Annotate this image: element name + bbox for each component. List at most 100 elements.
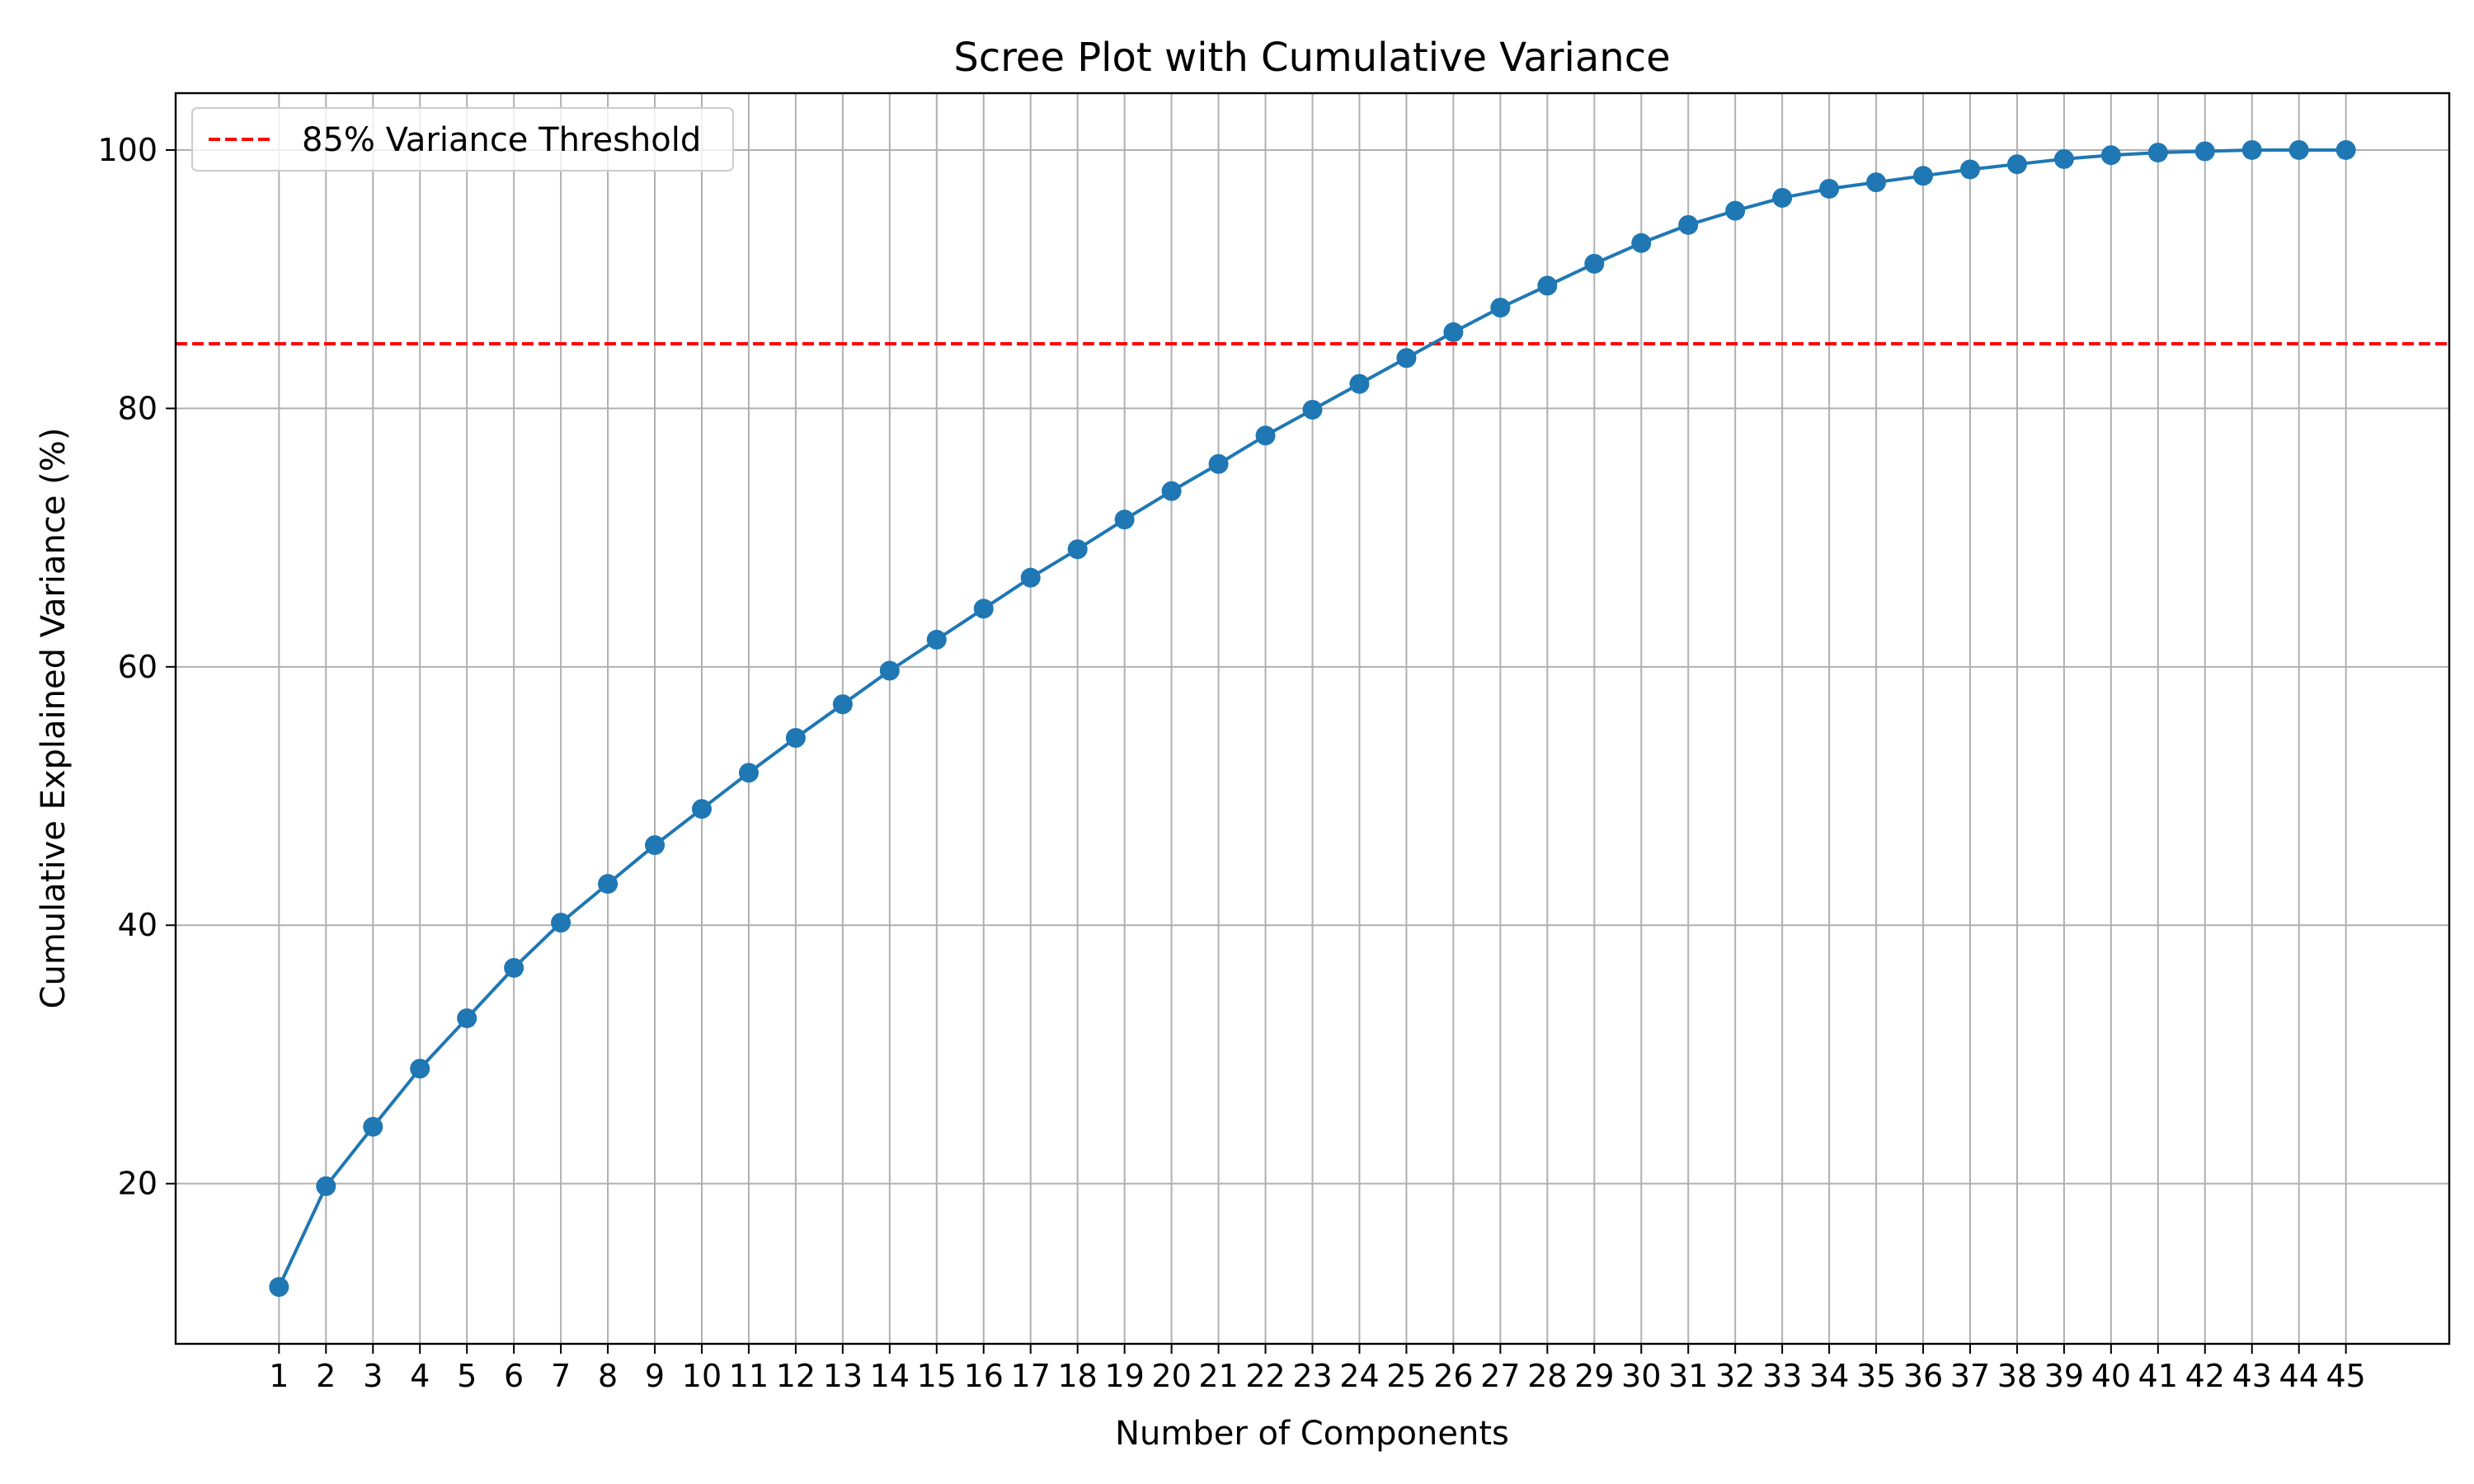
data-point bbox=[1913, 166, 1934, 186]
data-point bbox=[1443, 322, 1464, 342]
data-point bbox=[2335, 139, 2356, 160]
x-tick-label: 18 bbox=[1058, 1358, 1098, 1394]
y-axis-label: Cumulative Explained Variance (%) bbox=[35, 428, 73, 1009]
x-tick-label: 34 bbox=[1809, 1358, 1849, 1394]
data-point bbox=[1584, 253, 1605, 274]
data-point bbox=[926, 629, 947, 650]
x-tick-label: 24 bbox=[1339, 1358, 1379, 1394]
data-point bbox=[457, 1008, 477, 1029]
data-point bbox=[1020, 567, 1041, 588]
x-tick-label: 22 bbox=[1245, 1358, 1285, 1394]
x-tick-label: 21 bbox=[1198, 1358, 1238, 1394]
x-tick-label: 8 bbox=[598, 1358, 618, 1394]
x-tick-label: 19 bbox=[1104, 1358, 1144, 1394]
data-point bbox=[2100, 145, 2121, 166]
legend-threshold-label: 85% Variance Threshold bbox=[302, 121, 701, 159]
y-axis-ticks: 20 40 60 80 100 bbox=[97, 132, 176, 1202]
x-tick-label: 16 bbox=[964, 1358, 1004, 1394]
data-point bbox=[2147, 143, 2168, 163]
data-point bbox=[1678, 214, 1699, 235]
x-tick-label: 5 bbox=[457, 1358, 477, 1394]
x-axis-ticks: 1 2 3 4 5 6 7 8 9 10 11 12 13 14 15 16 17 18 19 20 21 22 23 24 2… bbox=[269, 1344, 2366, 1394]
legend: 85% Variance Threshold bbox=[191, 107, 734, 171]
data-point bbox=[1490, 298, 1511, 318]
x-tick-label: 12 bbox=[776, 1358, 816, 1394]
data-point bbox=[598, 874, 618, 895]
data-point bbox=[363, 1116, 383, 1137]
x-tick-label: 3 bbox=[363, 1358, 383, 1394]
x-tick-label: 10 bbox=[682, 1358, 722, 1394]
x-tick-label: 29 bbox=[1574, 1358, 1614, 1394]
x-axis-label: Number of Components bbox=[1115, 1415, 1509, 1453]
data-point bbox=[879, 660, 900, 681]
y-tick-label: 80 bbox=[118, 390, 158, 426]
x-tick-label: 39 bbox=[2044, 1358, 2084, 1394]
x-tick-label: 32 bbox=[1715, 1358, 1755, 1394]
x-tick-label: 20 bbox=[1151, 1358, 1191, 1394]
data-point bbox=[410, 1059, 430, 1079]
x-tick-label: 27 bbox=[1480, 1358, 1520, 1394]
data-point bbox=[785, 728, 806, 749]
data-point bbox=[1396, 348, 1417, 369]
data-point bbox=[738, 763, 759, 783]
y-tick-label: 60 bbox=[118, 649, 158, 685]
chart-title: Scree Plot with Cumulative Variance bbox=[953, 35, 1670, 81]
y-tick-label: 40 bbox=[118, 907, 158, 943]
data-point bbox=[645, 835, 666, 856]
x-tick-label: 36 bbox=[1903, 1358, 1943, 1394]
data-point bbox=[832, 694, 853, 715]
x-tick-label: 23 bbox=[1292, 1358, 1332, 1394]
x-tick-label: 35 bbox=[1856, 1358, 1896, 1394]
y-tick-label: 20 bbox=[118, 1166, 158, 1202]
x-tick-label: 28 bbox=[1527, 1358, 1567, 1394]
x-tick-label: 42 bbox=[2185, 1358, 2225, 1394]
data-point bbox=[1208, 453, 1229, 474]
data-point bbox=[2006, 154, 2027, 175]
data-point bbox=[1114, 510, 1135, 530]
data-point bbox=[1772, 187, 1793, 208]
data-point bbox=[269, 1277, 289, 1298]
x-tick-label: 38 bbox=[1997, 1358, 2037, 1394]
x-tick-label: 11 bbox=[729, 1358, 769, 1394]
x-tick-label: 14 bbox=[870, 1358, 910, 1394]
x-tick-label: 17 bbox=[1011, 1358, 1051, 1394]
x-tick-label: 45 bbox=[2326, 1358, 2366, 1394]
x-tick-label: 4 bbox=[410, 1358, 430, 1394]
data-point bbox=[2288, 139, 2309, 160]
data-point bbox=[691, 799, 712, 819]
x-tick-label: 43 bbox=[2232, 1358, 2272, 1394]
legend-box bbox=[191, 107, 734, 171]
x-tick-label: 7 bbox=[551, 1358, 571, 1394]
x-tick-label: 41 bbox=[2138, 1358, 2178, 1394]
data-point bbox=[2194, 141, 2215, 162]
data-point bbox=[1255, 425, 1276, 446]
x-tick-label: 1 bbox=[269, 1358, 289, 1394]
data-point bbox=[1302, 399, 1323, 420]
series-layer bbox=[269, 139, 2356, 1298]
data-point bbox=[2053, 148, 2074, 169]
x-tick-label: 40 bbox=[2091, 1358, 2131, 1394]
grid-lines bbox=[176, 93, 2449, 1344]
x-tick-label: 15 bbox=[917, 1358, 957, 1394]
data-point bbox=[551, 913, 571, 933]
data-point bbox=[1067, 539, 1088, 560]
x-tick-label: 6 bbox=[504, 1358, 524, 1394]
y-tick-label: 100 bbox=[97, 132, 158, 168]
data-point bbox=[1349, 373, 1370, 394]
data-point bbox=[1631, 232, 1652, 253]
data-point bbox=[1819, 178, 1840, 199]
x-tick-label: 25 bbox=[1386, 1358, 1426, 1394]
x-tick-label: 26 bbox=[1433, 1358, 1473, 1394]
data-point bbox=[1866, 172, 1887, 193]
x-tick-label: 13 bbox=[823, 1358, 863, 1394]
data-point bbox=[1959, 159, 1980, 180]
data-point bbox=[973, 599, 994, 619]
x-tick-label: 9 bbox=[645, 1358, 665, 1394]
data-point bbox=[316, 1176, 336, 1196]
x-tick-label: 44 bbox=[2279, 1358, 2319, 1394]
x-tick-label: 30 bbox=[1621, 1358, 1661, 1394]
x-tick-label: 31 bbox=[1668, 1358, 1708, 1394]
x-tick-label: 33 bbox=[1762, 1358, 1802, 1394]
data-point bbox=[1161, 481, 1182, 501]
